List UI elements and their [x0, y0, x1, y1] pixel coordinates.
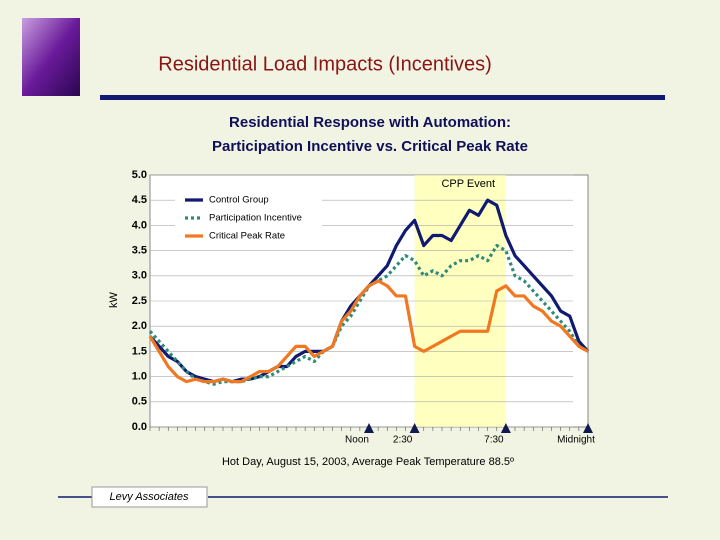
y-tick-label: 0.5 — [132, 396, 147, 408]
x-tick-marker — [364, 423, 374, 433]
x-tick-label: 2:30 — [393, 435, 413, 446]
x-tick-marker — [409, 423, 420, 433]
legend-label: Control Group — [209, 195, 269, 206]
title-rule — [100, 95, 665, 100]
y-tick-label: 4.0 — [132, 219, 147, 231]
y-tick-label: 4.5 — [132, 194, 147, 206]
y-axis-label: kW — [108, 291, 120, 308]
event-label: CPP Event — [441, 178, 495, 190]
series-line — [148, 279, 589, 384]
legend-label: Participation Incentive — [209, 213, 302, 224]
x-tick-label: 7:30 — [484, 435, 504, 446]
legend-label: Critical Peak Rate — [209, 231, 285, 242]
y-tick-label: 2.5 — [132, 295, 147, 307]
chart-subtitle: Participation Incentive vs. Critical Pea… — [212, 138, 528, 155]
x-tick-marker — [500, 423, 511, 433]
x-tick-label: Noon — [345, 435, 369, 446]
footer-box — [91, 486, 208, 508]
y-tick-label: 5.0 — [132, 169, 147, 181]
chart: CPP Event 0.0 0.5 1.0 1.5 2.0 2.5 3.0 3.5 4.0 4.5 5… — [132, 169, 595, 446]
y-tick-label: 3.0 — [132, 270, 147, 282]
y-tick-label: 1.0 — [132, 371, 147, 383]
slide-title: Residential Load Impacts (Incentives) — [158, 53, 492, 75]
y-tick-label: 1.5 — [132, 345, 147, 357]
logo-block — [22, 18, 80, 96]
chart-title: Residential Response with Automation: — [229, 114, 511, 131]
y-tick-label: 0.0 — [132, 421, 147, 433]
footer-label: Levy Associates — [109, 491, 189, 503]
x-axis-label: Hot Day, August 15, 2003, Average Peak T… — [222, 456, 514, 468]
x-tick-label: Midnight — [557, 435, 595, 446]
x-tick-marker — [583, 423, 593, 433]
y-tick-label: 3.5 — [132, 245, 147, 257]
y-tick-label: 2.0 — [132, 320, 147, 332]
